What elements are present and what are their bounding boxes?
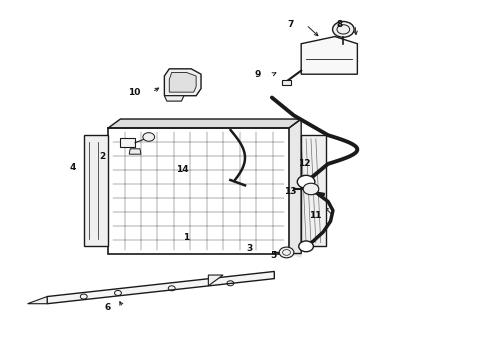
Polygon shape	[108, 119, 301, 128]
Text: 13: 13	[284, 187, 297, 196]
Circle shape	[279, 247, 294, 258]
Circle shape	[303, 183, 319, 195]
Polygon shape	[47, 271, 274, 304]
Text: 12: 12	[298, 159, 311, 168]
Circle shape	[297, 175, 315, 188]
Polygon shape	[129, 149, 141, 154]
Polygon shape	[289, 119, 301, 257]
Text: 4: 4	[70, 163, 76, 172]
Polygon shape	[164, 96, 184, 101]
Text: 11: 11	[309, 211, 321, 220]
Text: 9: 9	[254, 70, 261, 79]
Text: 14: 14	[176, 165, 189, 174]
Polygon shape	[208, 275, 223, 286]
Polygon shape	[169, 72, 196, 92]
Circle shape	[333, 22, 354, 37]
Text: 3: 3	[246, 244, 252, 253]
Circle shape	[143, 133, 155, 141]
Text: 5: 5	[270, 251, 277, 260]
Polygon shape	[301, 135, 326, 246]
Polygon shape	[164, 69, 201, 96]
Polygon shape	[108, 128, 289, 253]
Text: 10: 10	[127, 87, 140, 96]
Text: 8: 8	[337, 20, 343, 29]
Text: 2: 2	[99, 152, 106, 161]
Polygon shape	[301, 37, 357, 74]
Circle shape	[299, 241, 314, 252]
Text: 1: 1	[183, 233, 189, 242]
Text: 7: 7	[288, 20, 294, 29]
Polygon shape	[84, 135, 108, 246]
Polygon shape	[121, 138, 135, 147]
Polygon shape	[282, 80, 292, 85]
Polygon shape	[27, 297, 47, 304]
Text: 6: 6	[104, 303, 111, 312]
